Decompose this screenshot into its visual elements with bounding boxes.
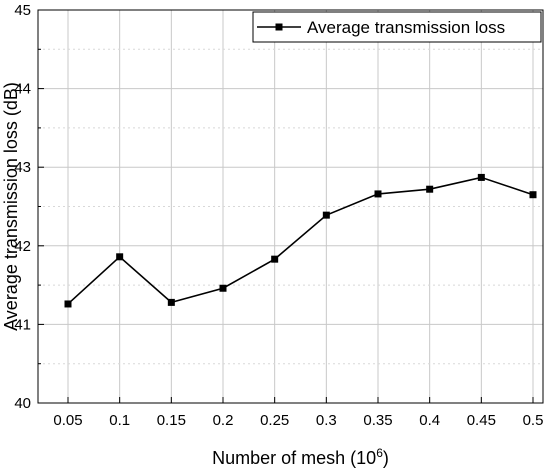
- y-axis-title: Average transmission loss (dB): [1, 82, 21, 331]
- x-tick-label: 0.2: [213, 412, 234, 429]
- data-point: [219, 284, 227, 292]
- x-tick-label: 0.3: [316, 412, 337, 429]
- y-tick-label: 42: [14, 238, 31, 255]
- y-tick-label: 41: [14, 316, 31, 333]
- data-point: [477, 173, 485, 181]
- grid-lines: [38, 10, 543, 403]
- x-tick-label: 0.1: [109, 412, 130, 429]
- y-tick-label: 44: [14, 81, 31, 98]
- axis-ticks: [38, 9, 534, 404]
- series-line: [67, 176, 534, 305]
- x-axis-title-suffix: ): [383, 448, 389, 468]
- data-point: [374, 190, 382, 198]
- series-layer: [64, 173, 537, 308]
- data-point: [426, 185, 434, 193]
- x-tick-label: 0.25: [260, 412, 289, 429]
- data-point: [322, 211, 330, 219]
- x-tick-label: 0.4: [419, 412, 440, 429]
- data-point: [529, 191, 537, 199]
- x-tick-label: 0.35: [363, 412, 392, 429]
- legend: Average transmission loss: [252, 11, 542, 43]
- x-tick-label: 0.05: [53, 412, 82, 429]
- data-point: [116, 253, 124, 261]
- x-tick-label: 0.15: [157, 412, 186, 429]
- data-point: [64, 300, 72, 308]
- x-tick-label: 0.45: [467, 412, 496, 429]
- x-axis-title: Number of mesh (106): [212, 446, 389, 468]
- legend-marker-sample: [275, 23, 283, 31]
- legend-entry-label: Average transmission loss: [307, 18, 505, 37]
- data-point: [167, 298, 175, 306]
- x-axis-title-exponent: 6: [376, 446, 383, 460]
- data-point: [271, 255, 279, 263]
- tick-labels: 0.05 0.1 0.15 0.2 0.25 0.3 0.35 0.4 0.45 0.5 40 41 4…: [14, 2, 543, 429]
- y-tick-label: 45: [14, 2, 31, 19]
- y-tick-label: 43: [14, 159, 31, 176]
- y-tick-label: 40: [14, 395, 31, 412]
- x-tick-label: 0.5: [523, 412, 544, 429]
